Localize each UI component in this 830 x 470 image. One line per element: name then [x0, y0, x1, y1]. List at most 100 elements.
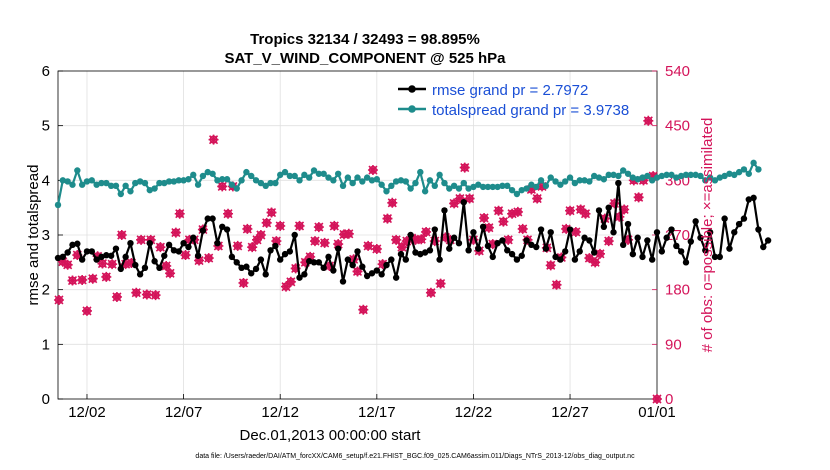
rmse-point: [648, 256, 656, 263]
totalspread-point: [668, 171, 675, 179]
rmse-point: [117, 265, 124, 273]
rmse-point: [494, 240, 501, 247]
left-tick-label: 6: [42, 63, 50, 80]
obs-marker: [454, 193, 465, 204]
totalspread-point: [392, 178, 400, 185]
obs-marker: [396, 242, 407, 253]
rmse-point: [219, 223, 226, 230]
obs-assimilated-marker: [440, 232, 451, 243]
obs-assimilated-marker: [290, 263, 301, 274]
obs-assimilated-marker: [300, 257, 311, 268]
obs-marker: [174, 208, 185, 219]
totalspread-point: [233, 185, 240, 192]
obs-assimilated-marker: [512, 206, 523, 217]
obs-marker: [435, 278, 446, 289]
totalspread-point: [315, 170, 323, 177]
totalspread-point: [431, 182, 438, 189]
rmse-point: [542, 245, 550, 252]
totalspread-point: [180, 177, 187, 184]
totalspread-point: [354, 174, 361, 181]
totalspread-point: [388, 182, 395, 189]
obs-assimilated-marker: [421, 226, 432, 237]
totalspread-point: [325, 174, 332, 181]
obs-marker: [319, 237, 330, 248]
rmse-point: [344, 256, 352, 263]
obs-assimilated-marker: [87, 273, 98, 284]
rmse-point: [523, 237, 530, 244]
obs-assimilated-marker: [594, 248, 605, 259]
rmse-point: [54, 254, 62, 262]
obs-marker: [238, 277, 249, 288]
totalspread-point: [267, 179, 274, 187]
obs-assimilated-marker: [551, 279, 562, 290]
totalspread-point: [682, 171, 690, 179]
obs-marker: [570, 226, 581, 237]
obs-marker: [53, 294, 64, 305]
totalspread-point: [291, 172, 298, 180]
obs-marker: [652, 394, 662, 404]
obs-assimilated-marker: [53, 294, 64, 305]
obs-assimilated-marker: [238, 277, 249, 288]
x-tick-label: 12/22: [455, 404, 493, 421]
obs-assimilated-marker: [609, 198, 620, 209]
obs-assimilated-marker: [479, 212, 490, 223]
rmse-point: [504, 247, 511, 254]
obs-assimilated-marker: [111, 291, 122, 302]
obs-marker: [512, 206, 523, 217]
rmse-point: [745, 196, 752, 203]
totalspread-point: [610, 171, 617, 179]
totalspread-point: [349, 179, 356, 187]
totalspread-point: [378, 181, 385, 188]
totalspread-point: [523, 185, 530, 192]
obs-assimilated-marker: [285, 276, 296, 287]
obs-marker: [590, 257, 601, 268]
obs-assimilated-marker: [141, 289, 152, 300]
totalspread-point: [479, 183, 487, 191]
rmse-point: [334, 245, 342, 252]
rmse-point: [83, 248, 91, 255]
totalspread-point: [547, 174, 554, 181]
rmse-point: [489, 253, 496, 261]
rmse-point: [296, 274, 303, 281]
rmse-point: [407, 231, 414, 239]
obs-marker: [464, 193, 475, 204]
obs-assimilated-marker: [503, 234, 514, 245]
totalspread-point: [586, 178, 593, 185]
totalspread-point: [755, 166, 762, 173]
rmse-point: [209, 215, 216, 222]
rmse-point: [687, 238, 695, 245]
x-tick-label: 12/27: [551, 404, 589, 421]
obs-assimilated-marker: [294, 220, 305, 231]
totalspread-point: [673, 174, 680, 181]
obs-assimilated-marker: [565, 205, 576, 216]
obs-assimilated-marker: [92, 251, 103, 262]
rmse-point: [59, 253, 67, 261]
rmse-point: [151, 258, 158, 265]
obs-assimilated-marker: [464, 193, 475, 204]
obs-assimilated-marker: [223, 208, 234, 219]
obs-marker: [281, 281, 292, 292]
rmse-point: [639, 253, 646, 261]
totalspread-point: [190, 171, 197, 179]
obs-assimilated-marker: [367, 165, 378, 176]
rmse-point: [547, 229, 554, 236]
rmse-point: [658, 248, 666, 255]
obs-assimilated-marker: [255, 230, 266, 240]
rmse-point: [508, 250, 516, 258]
totalspread-point: [552, 178, 559, 185]
totalspread-point: [446, 185, 453, 192]
rmse-point: [605, 204, 612, 211]
rmse-point: [281, 250, 289, 258]
obs-marker: [532, 193, 543, 204]
rmse-point: [214, 240, 221, 247]
totalspread-point: [658, 172, 666, 180]
obs-marker: [421, 226, 432, 237]
obs-marker: [363, 240, 374, 251]
totalspread-point: [122, 182, 129, 189]
rmse-point: [175, 248, 182, 255]
rmse-point: [301, 271, 308, 278]
obs-marker: [633, 192, 644, 203]
obs-assimilated-marker: [309, 236, 320, 247]
rmse-point: [354, 248, 361, 255]
x-tick-label: 12/07: [165, 404, 203, 421]
